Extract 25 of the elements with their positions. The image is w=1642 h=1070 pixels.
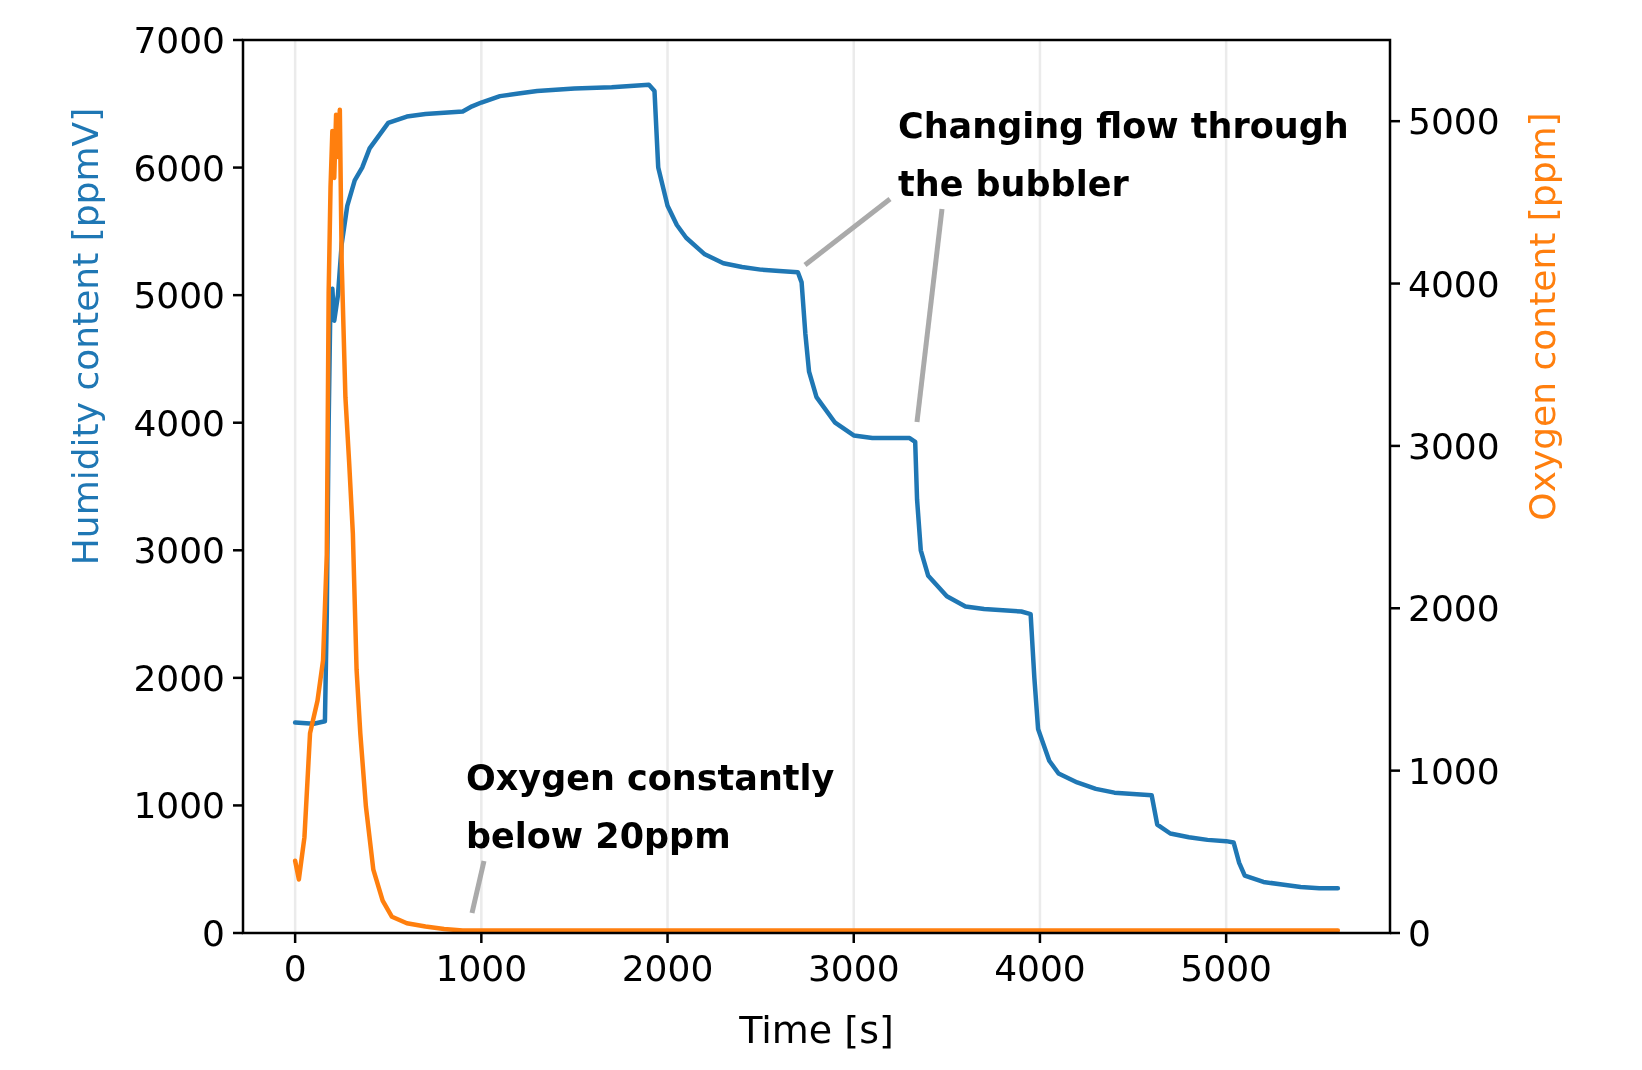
y-tick-label: 5000 [133, 275, 225, 317]
x-tick-label: 4000 [994, 948, 1086, 989]
y2-tick-label: 0 [1408, 913, 1431, 954]
x-tick-label: 0 [283, 948, 307, 989]
y2-tick-label: 5000 [1408, 101, 1500, 143]
y2-tick-label: 1000 [1408, 750, 1500, 792]
y2-tick-label: 3000 [1408, 425, 1500, 467]
y-tick-label: 7000 [133, 20, 225, 61]
annotation: Oxygen constantly below 20ppm [466, 758, 835, 856]
y-tick-label: 0 [202, 913, 225, 954]
x-tick-label: 3000 [807, 948, 900, 989]
y-axis-title: Humidity content [ppmV] [65, 107, 106, 566]
y-tick-label: 4000 [133, 402, 225, 444]
y-tick-label: 2000 [133, 657, 225, 699]
x-axis-title: Time [s] [738, 1008, 894, 1052]
annotation: Changing flow through the bubbler [898, 106, 1349, 204]
y2-tick-label: 4000 [1408, 263, 1500, 305]
y2-tick-label: 2000 [1408, 588, 1500, 630]
y2-axis-title: Oxygen content [ppm] [1522, 112, 1563, 521]
y-tick-label: 3000 [133, 530, 225, 572]
x-tick-label: 5000 [1180, 948, 1272, 989]
y-tick-label: 6000 [133, 147, 225, 189]
y-tick-label: 1000 [133, 785, 225, 827]
x-tick-label: 2000 [621, 948, 714, 989]
x-tick-label: 1000 [435, 948, 528, 989]
